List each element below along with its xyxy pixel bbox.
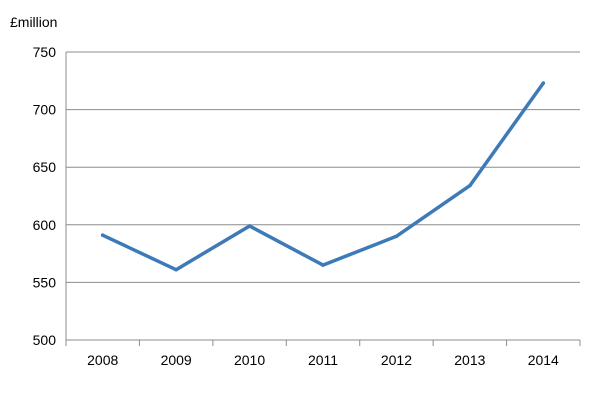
y-tick-label: 650 — [33, 159, 57, 175]
y-axis-tick-labels: 500 550 600 650 700 750 — [33, 44, 57, 348]
y-tick-label: 500 — [33, 332, 57, 348]
data-point — [100, 233, 105, 237]
x-tick-label: 2014 — [528, 352, 559, 368]
data-point — [541, 81, 546, 85]
data-point — [394, 234, 399, 239]
x-axis: 2008 2009 2010 2011 2012 2013 2014 — [65, 340, 581, 368]
y-axis-unit-label: £million — [10, 14, 57, 30]
x-tick-label: 2009 — [161, 352, 192, 368]
series-group — [100, 81, 546, 272]
x-tick-label: 2008 — [87, 352, 118, 368]
data-point — [174, 267, 178, 272]
x-tick-label: 2012 — [381, 352, 412, 368]
y-tick-label: 700 — [33, 102, 57, 118]
series-line-0 — [100, 81, 546, 272]
x-tick-label: 2010 — [234, 352, 265, 368]
x-tick-label: 2011 — [308, 352, 338, 368]
data-point — [247, 224, 252, 228]
y-tick-label: 750 — [33, 44, 57, 60]
gridlines — [65, 51, 580, 341]
data-point — [321, 263, 325, 267]
y-tick-label: 600 — [33, 217, 57, 233]
y-tick-label: 550 — [33, 274, 57, 290]
x-tick-label: 2013 — [454, 352, 485, 368]
data-point — [468, 183, 472, 188]
